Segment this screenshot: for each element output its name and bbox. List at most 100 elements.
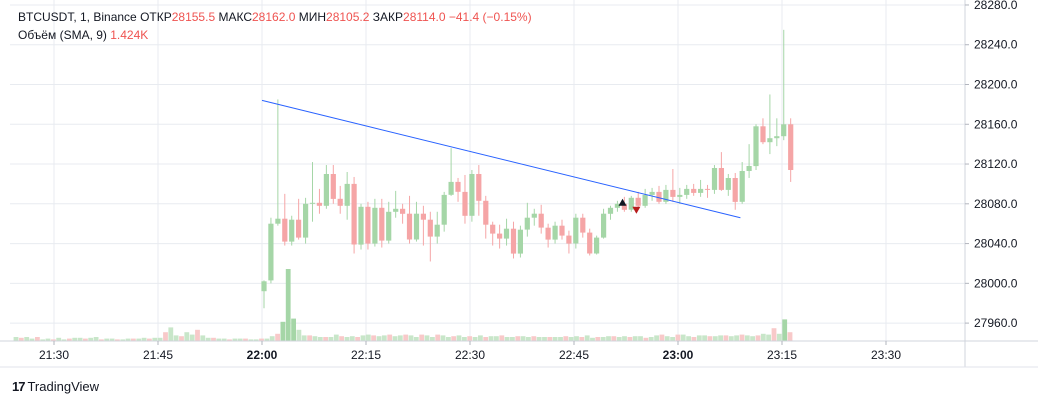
time-tick-label: 21:30 <box>39 348 69 362</box>
volume-bar <box>446 337 451 341</box>
volume-bar <box>494 336 499 341</box>
volume-bar <box>179 336 184 341</box>
volume-bar <box>755 335 761 341</box>
change-value: −41.4 (−0.15%) <box>448 10 532 24</box>
volume-bar <box>643 337 649 341</box>
candle-body-up <box>781 124 787 137</box>
candle-body-up <box>552 225 558 240</box>
candle-body-up <box>774 136 780 139</box>
time-tick-label: 22:00 <box>247 348 278 362</box>
volume-bar <box>147 338 152 341</box>
buy-marker-icon <box>618 198 627 206</box>
price-tick-label: 28200.0 <box>974 78 1018 92</box>
price-tick-label: 27960.0 <box>974 316 1018 330</box>
candle-body-up <box>413 213 420 240</box>
volume-bar <box>766 334 771 341</box>
candle-body-up <box>344 183 350 206</box>
tradingview-brand[interactable]: 17 TradingView <box>12 379 99 394</box>
candle-body-up <box>607 207 614 214</box>
candle-body-down <box>760 126 766 143</box>
candle-body-down <box>351 183 357 245</box>
volume-bar <box>483 337 489 341</box>
volume-bar <box>606 336 611 341</box>
candle-body-down <box>670 189 676 197</box>
candle-body-up <box>469 174 475 216</box>
price-tick-label: 28000.0 <box>974 276 1018 290</box>
candle-body-down <box>316 202 322 206</box>
volume-bar <box>339 336 344 341</box>
volume-bar <box>77 337 83 341</box>
volume-bar <box>526 337 531 341</box>
candle-body-up <box>649 191 655 195</box>
volume-bar <box>659 334 665 341</box>
candle-body-down <box>483 200 489 225</box>
time-tick-label: 22:30 <box>455 348 485 362</box>
candle-body-down <box>379 207 385 241</box>
volume-bar <box>686 336 691 341</box>
volume-bar <box>707 336 713 341</box>
candle-body-up <box>386 211 392 241</box>
time-axis[interactable]: 21:30 21:45 22:00 22:15 22:30 22:45 23:00 23:15… <box>0 340 1038 368</box>
brand-name: TradingView <box>27 379 100 394</box>
volume-bar <box>227 339 232 341</box>
volume-bar <box>712 336 718 341</box>
volume-bar <box>744 335 750 341</box>
volume-bar <box>349 336 355 341</box>
volume-bar <box>734 335 739 341</box>
volume-bar <box>675 334 681 341</box>
low-label: МИН <box>298 10 327 24</box>
volume-bar <box>574 336 579 341</box>
volume-bar <box>88 337 94 341</box>
volume-bar <box>387 334 393 341</box>
volume-bar <box>397 335 403 341</box>
trendline-drawing[interactable] <box>261 99 741 219</box>
volume-indicator-label[interactable]: Объём (SMA, 9) <box>18 28 107 42</box>
volume-bar <box>109 338 115 341</box>
tradingview-logo-icon: 17 <box>12 379 26 394</box>
volume-bar <box>451 336 457 341</box>
volume-bar <box>328 337 334 341</box>
volume-bar <box>413 337 419 341</box>
candle-body-down <box>427 219 433 237</box>
candle-body-up <box>698 188 704 193</box>
volume-bar <box>216 338 222 341</box>
volume-bar <box>83 338 88 341</box>
volume-bar <box>56 337 62 341</box>
candle-body-up <box>358 206 364 245</box>
volume-bar <box>462 337 467 341</box>
volume-bar <box>307 335 312 341</box>
candle-body-down <box>490 224 496 234</box>
volume-bar <box>104 338 110 341</box>
candle-body-down <box>788 124 794 170</box>
volume-bar <box>371 335 376 341</box>
candle-body-up <box>289 219 295 242</box>
price-axis[interactable]: 27960.0 28000.0 28040.0 28080.0 28120.0 28160… <box>964 0 1018 367</box>
volume-bar <box>739 334 745 341</box>
candle-body-up <box>323 174 329 206</box>
volume-bar <box>563 336 569 341</box>
candle-body-up <box>628 197 634 210</box>
time-tick-label: 22:45 <box>559 348 589 362</box>
open-label: ОТКР <box>140 10 172 24</box>
volume-bar <box>467 336 473 341</box>
volume-bar <box>430 337 435 341</box>
volume-bar <box>131 338 136 341</box>
volume-bar <box>157 337 163 341</box>
volume-bar <box>664 336 670 341</box>
volume-bar <box>499 335 505 341</box>
symbol-title[interactable]: BTCUSDT, 1, Binance <box>18 10 137 24</box>
candle-body-down <box>580 217 586 233</box>
volume-bar <box>93 337 99 341</box>
chart-legend: BTCUSDT, 1, Binance ОТКР28155.5 МАКС2816… <box>18 8 532 44</box>
volume-bar <box>632 336 638 341</box>
volume-bar <box>189 334 195 341</box>
volume-bar <box>723 335 729 341</box>
candle-body-up <box>372 207 378 244</box>
volume-bar <box>275 333 280 341</box>
candle-body-down <box>365 206 371 244</box>
volume-bar <box>365 334 371 341</box>
volume-bar <box>542 337 547 341</box>
candle-body-up <box>531 213 537 218</box>
volume-bar <box>590 337 595 341</box>
